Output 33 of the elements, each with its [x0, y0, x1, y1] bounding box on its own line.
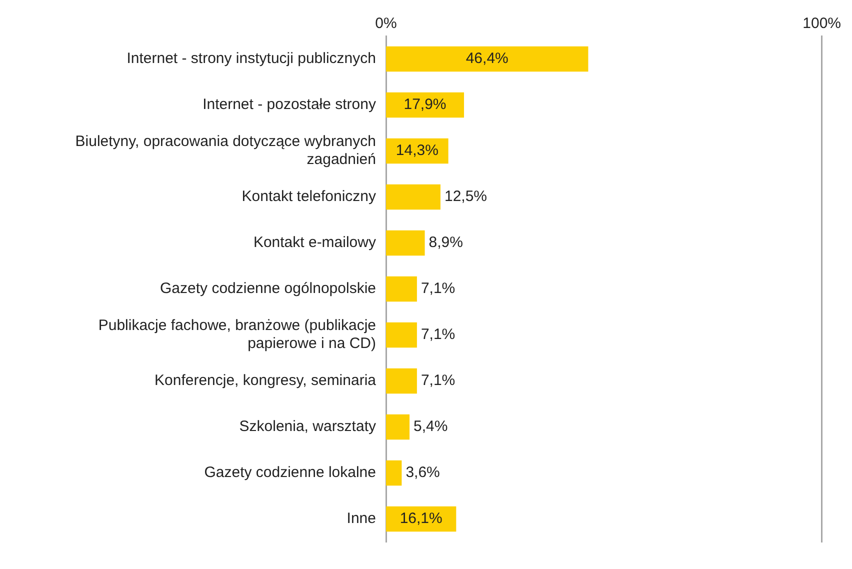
- bar: [386, 184, 440, 210]
- data-label: 5,4%: [414, 418, 448, 436]
- data-label: 46,4%: [466, 50, 508, 68]
- y-tick-label: Biuletyny, opracowania dotyczące wybranych zagadnień: [75, 133, 376, 168]
- bar: [386, 414, 410, 440]
- data-label: 7,1%: [420, 372, 456, 390]
- bar: [386, 322, 417, 348]
- x-tick-label: 100%: [802, 15, 842, 32]
- data-label: 12,5%: [444, 188, 488, 206]
- data-label: 17,9%: [404, 96, 446, 114]
- bar: [386, 368, 417, 394]
- y-tick-label: Gazety codzienne lokalne: [204, 464, 376, 482]
- y-tick-label: Konferencje, kongresy, seminaria: [154, 372, 377, 390]
- data-label: 14,3%: [396, 142, 438, 160]
- data-label: 7,1%: [420, 280, 456, 298]
- data-label: 7,1%: [420, 326, 456, 344]
- data-label: 8,9%: [428, 234, 463, 252]
- y-tick-label: Gazety codzienne ogólnopolskie: [160, 280, 376, 298]
- bar: [386, 46, 588, 72]
- x-tick-label: 0%: [375, 15, 397, 32]
- y-tick-label: Internet - pozostałe strony: [202, 96, 376, 114]
- bar: [386, 92, 464, 118]
- data-label: 3,6%: [406, 464, 440, 482]
- bar: [386, 230, 425, 256]
- y-tick-label: Kontakt telefoniczny: [242, 188, 376, 206]
- bar: [386, 276, 417, 302]
- y-tick-label: Internet - strony instytucji publicznych: [126, 50, 376, 68]
- data-label: 16,1%: [400, 510, 442, 528]
- bar: [386, 460, 402, 486]
- y-tick-label: Kontakt e-mailowy: [253, 234, 376, 252]
- y-tick-label: Publikacje fachowe, branżowe (publikacje papierowe i na CD): [98, 317, 376, 352]
- y-tick-label: Inne: [346, 510, 376, 528]
- y-tick-label: Szkolenia, warsztaty: [239, 418, 376, 436]
